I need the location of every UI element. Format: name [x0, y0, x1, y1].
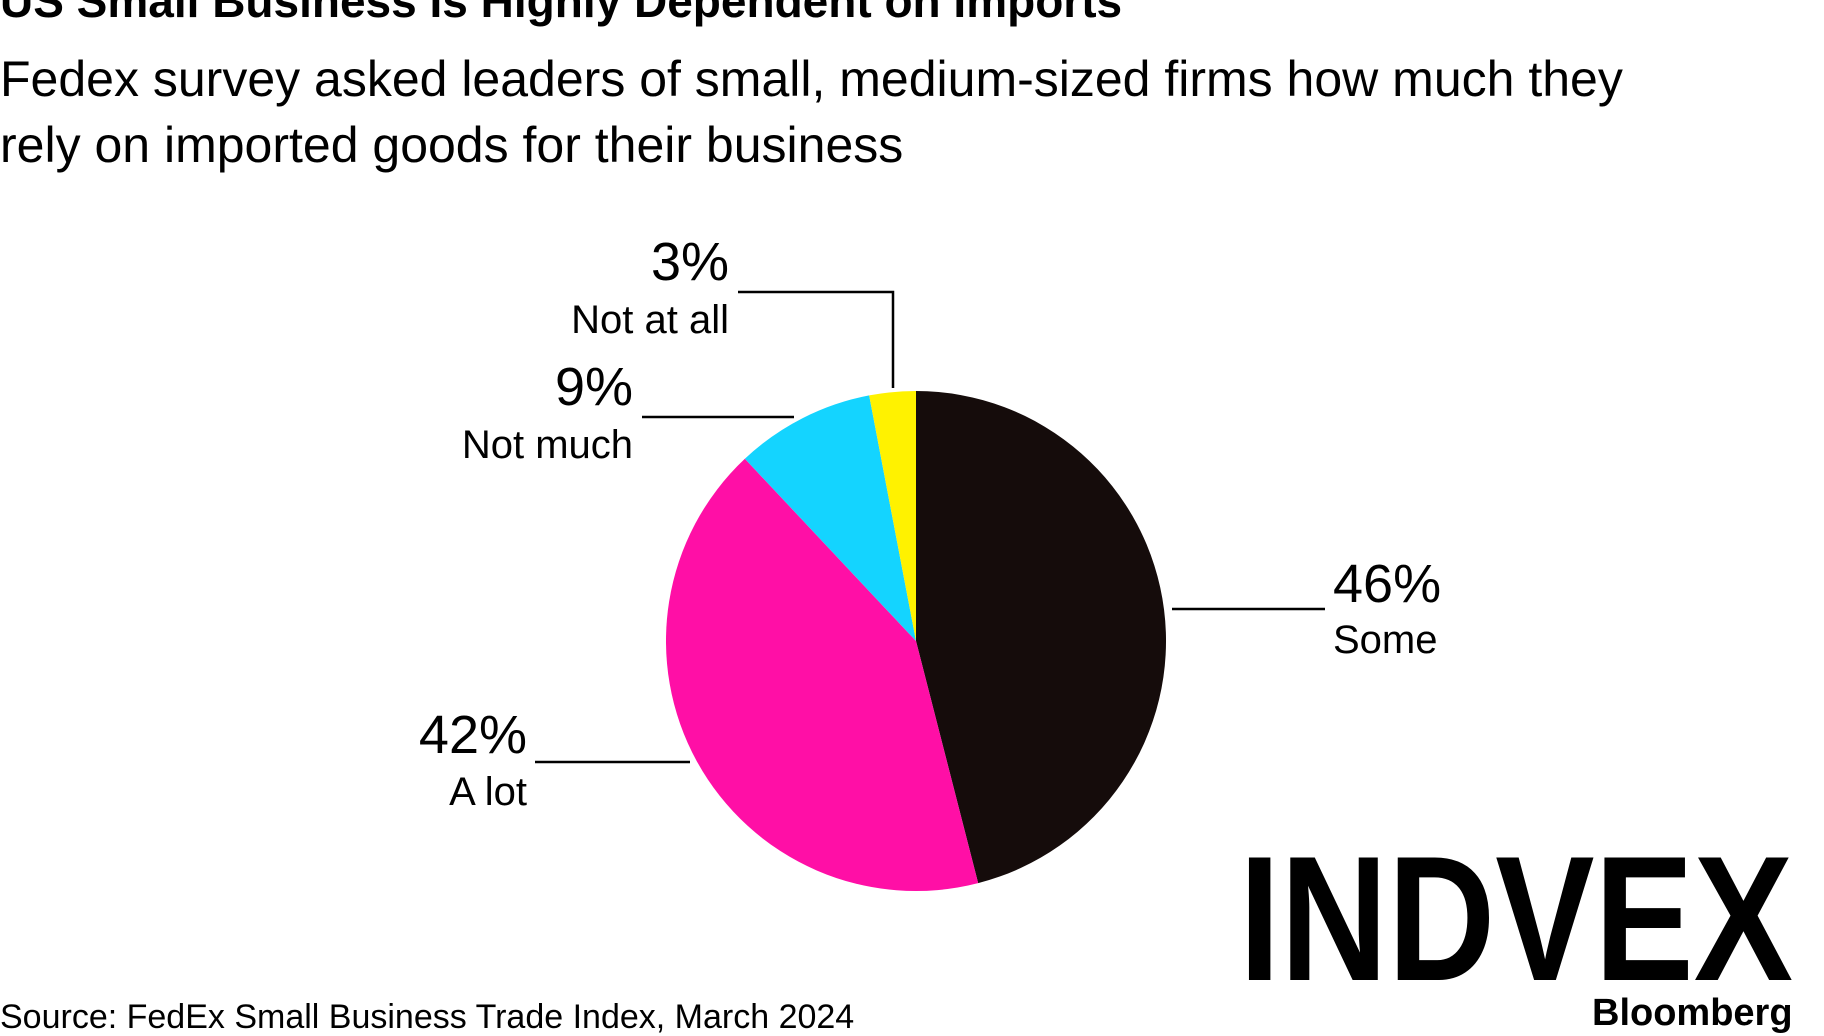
data-label-category-not-at-all: Not at all	[571, 298, 729, 342]
indvex-watermark-logo: INDVEX	[1237, 838, 1796, 998]
chart-title: US Small Business Is Highly Dependent on…	[0, 0, 1123, 27]
data-label-value-not-at-all: 3%	[651, 232, 729, 292]
pie-chart: 46%Some 42% A lot 9% Not much 3% Not at all	[419, 232, 1441, 892]
chart-subtitle: Fedex survey asked leaders of small, med…	[0, 46, 1790, 178]
data-label-category-not-much: Not much	[462, 423, 633, 467]
data-label-value-some: 46%	[1333, 554, 1441, 614]
data-label-category-some: Some	[1333, 618, 1438, 662]
pie-slice-not-at-all	[869, 391, 916, 641]
svg-text:INDVEX: INDVEX	[1239, 838, 1793, 998]
source-note: Source: FedEx Small Business Trade Index…	[0, 998, 855, 1036]
pie-slice-a-lot	[665, 458, 979, 892]
subtitle-line-2: rely on imported goods for their busines…	[0, 117, 904, 173]
pie-slice-not-much	[744, 395, 916, 641]
data-label-category-a-lot: A lot	[449, 770, 527, 814]
bloomberg-logo-text: Bloomberg	[1592, 992, 1793, 1034]
subtitle-line-1: Fedex survey asked leaders of small, med…	[0, 51, 1623, 107]
leader-line-not-at-all	[738, 290, 895, 388]
data-label-value-not-much: 9%	[555, 357, 633, 417]
pie-slice-some	[916, 391, 1167, 884]
data-label-value-a-lot: 42%	[419, 705, 527, 765]
